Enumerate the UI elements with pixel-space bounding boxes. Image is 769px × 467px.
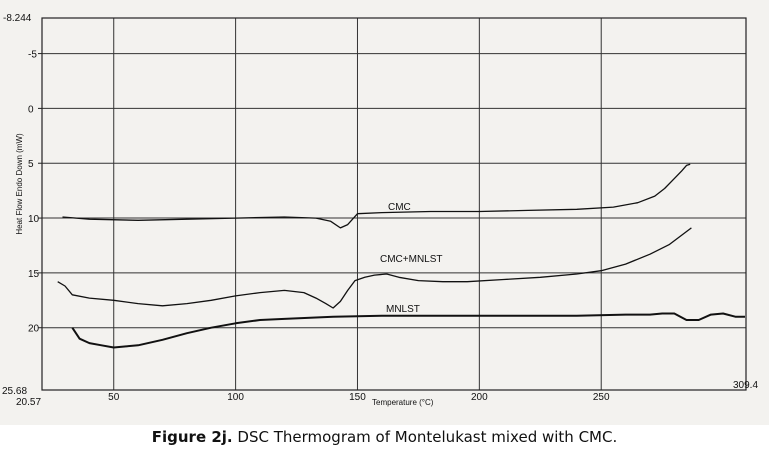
caption-label: Figure 2j.	[151, 428, 233, 446]
x-tick-label: 50	[108, 392, 120, 403]
plot-frame	[41, 17, 747, 391]
y-axis-max-label: -8.244	[3, 13, 32, 24]
dsc-thermogram-chart: CMC CMC+MNLST MNLST -5 0 5 10 15 20 50 100 150 200 2…	[2, 13, 758, 408]
chart-figure: CMC CMC+MNLST MNLST -5 0 5 10 15 20 50 100 150 200 2…	[0, 0, 769, 425]
series-group: CMC CMC+MNLST MNLST	[57, 163, 745, 349]
x-tick-label: 150	[349, 392, 366, 403]
series-label: MNLST	[386, 304, 420, 315]
series-label: CMC	[388, 202, 411, 213]
series-line-cmc	[62, 163, 691, 229]
x-tick-label: 100	[227, 392, 244, 403]
series-line-mnlst	[71, 312, 745, 349]
y-axis-min-label: 25.68	[2, 386, 27, 397]
y-tick-label: 15	[28, 269, 40, 280]
x-axis-min-label: 20.57	[16, 397, 41, 408]
series-label: CMC+MNLST	[380, 254, 443, 265]
figure-caption: Figure 2j. DSC Thermogram of Montelukast…	[0, 425, 769, 467]
x-tick-label: 250	[593, 392, 610, 403]
grid	[42, 18, 746, 390]
y-axis-title: Heat Flow Endo Down (mW)	[15, 133, 24, 235]
caption-text: DSC Thermogram of Montelukast mixed with…	[232, 428, 618, 446]
y-tick-label: 20	[28, 324, 40, 335]
tick-labels: -5 0 5 10 15 20 50 100 150 200 250	[28, 50, 610, 403]
x-axis-title: Temperature (°C)	[372, 398, 434, 407]
y-tick-label: 5	[28, 159, 34, 170]
x-tick-label: 200	[471, 392, 488, 403]
x-axis-max-label: 309.4	[733, 380, 758, 391]
series-line-cmc-mnlst	[57, 227, 692, 309]
y-tick-label: 10	[28, 214, 40, 225]
y-tick-label: -5	[28, 50, 37, 61]
y-tick-label: 0	[28, 104, 34, 115]
